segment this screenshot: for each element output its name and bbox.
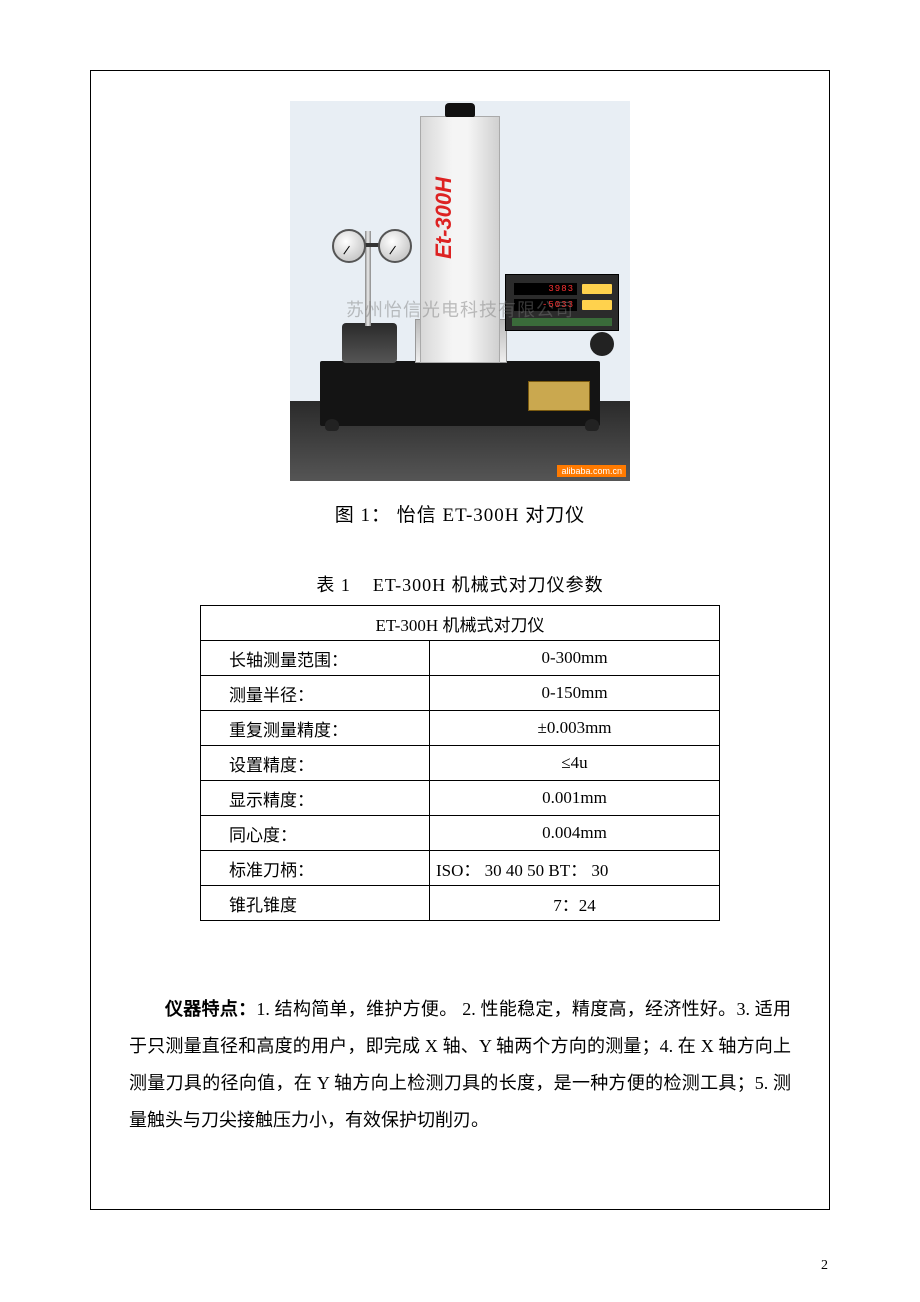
page-number: 2 [821,1258,828,1274]
spec-label: 锥孔锥度 [201,886,430,921]
spec-label: 长轴测量范围： [201,641,430,676]
spec-label: 设置精度： [201,746,430,781]
table-row: 重复测量精度：±0.003mm [201,711,720,746]
dial-gauge-right-icon [378,229,412,263]
spec-value: 0.001mm [430,781,720,816]
spec-value: ±0.003mm [430,711,720,746]
foot-right [585,419,599,431]
dial-gauge-left-icon [332,229,366,263]
caption-model: ET-300H [442,505,519,526]
spec-label: 标准刀柄： [201,851,430,886]
table-header: ET-300H 机械式对刀仪 [201,606,720,641]
spec-label: 同心度： [201,816,430,851]
side-knob-icon [590,332,614,356]
table-row: 长轴测量范围：0-300mm [201,641,720,676]
nameplate [528,381,590,411]
caption-suffix: 对刀仪 [525,505,585,526]
table-caption-title: ET-300H 机械式对刀仪参数 [373,575,604,595]
tool-holder [342,323,397,363]
watermark-text: 苏州怡信光电科技有限公司 [290,296,630,322]
spec-value: 0.004mm [430,816,720,851]
dro-readout-1: 3983 [514,283,577,295]
caption-brand: 怡信 [397,505,437,526]
document-frame: Et-300H 3983 -5033 苏州怡信光电科技有限公司 alibaba.… [90,70,830,1210]
top-knob-icon [445,103,475,117]
dro-button-1 [582,284,612,294]
alibaba-tag: alibaba.com.cn [557,465,626,477]
table-row: 测量半径：0-150mm [201,676,720,711]
figure-caption: 图 1： 怡信 ET-300H 对刀仪 [121,500,799,527]
spec-table: ET-300H 机械式对刀仪 长轴测量范围：0-300mm 测量半径：0-150… [200,605,720,921]
table-row: 设置精度：≤4u [201,746,720,781]
table-row: 同心度：0.004mm [201,816,720,851]
features-lead: 仪器特点： [165,999,256,1019]
spec-value: 7：24 [430,886,720,921]
spec-value: ≤4u [430,746,720,781]
column: Et-300H [420,116,500,363]
figure-block: Et-300H 3983 -5033 苏州怡信光电科技有限公司 alibaba.… [121,101,799,527]
spec-label: 重复测量精度： [201,711,430,746]
table-row: 锥孔锥度7：24 [201,886,720,921]
column-model-label: Et-300H [431,177,457,259]
spec-value: ISO： 30 40 50 BT： 30 [430,851,720,886]
table-row: 标准刀柄：ISO： 30 40 50 BT： 30 [201,851,720,886]
caption-prefix: 图 1： [335,505,391,526]
foot-left [325,419,339,431]
table-caption: 表 1 ET-300H 机械式对刀仪参数 [121,571,799,597]
spec-value: 0-300mm [430,641,720,676]
spec-label: 显示精度： [201,781,430,816]
spec-label: 测量半径： [201,676,430,711]
device-illustration: Et-300H 3983 -5033 苏州怡信光电科技有限公司 alibaba.… [290,101,630,481]
table-caption-prefix: 表 1 [316,575,351,595]
spec-value: 0-150mm [430,676,720,711]
table-row: 显示精度：0.001mm [201,781,720,816]
features-paragraph: 仪器特点：1. 结构简单，维护方便。 2. 性能稳定，精度高，经济性好。3. 适… [121,991,799,1139]
